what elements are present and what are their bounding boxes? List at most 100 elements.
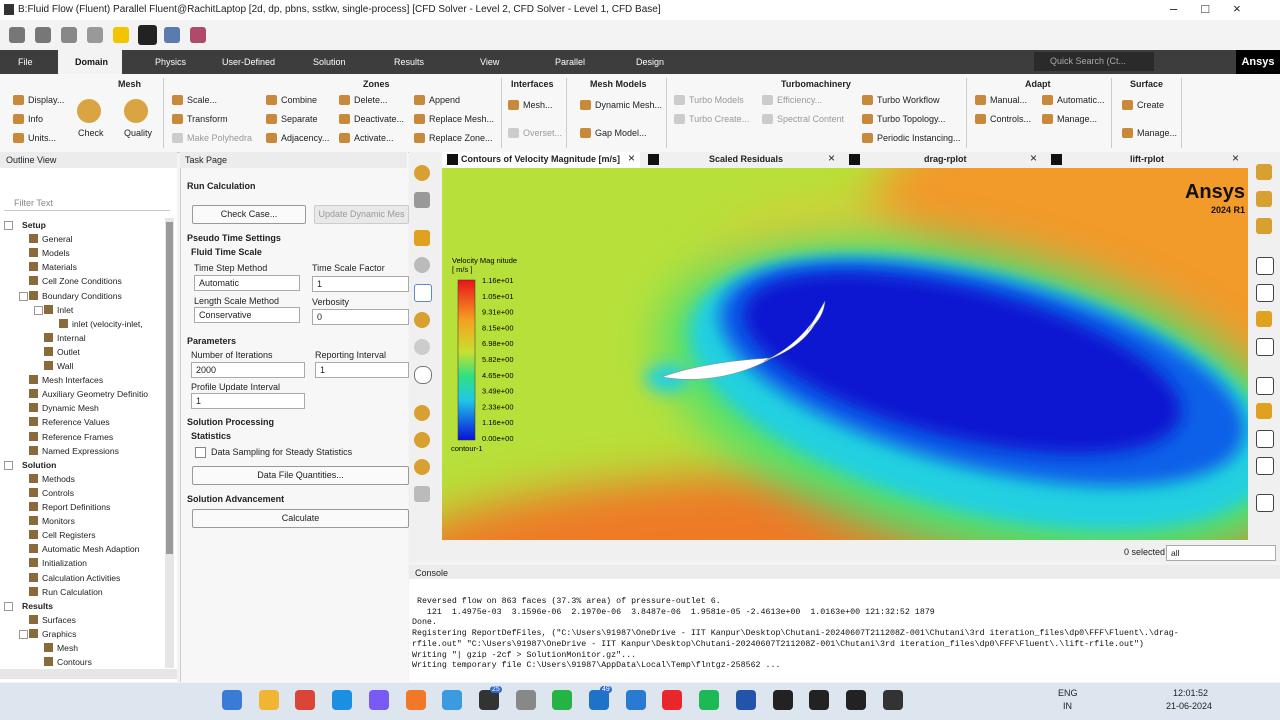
side-tool[interactable]	[1256, 284, 1274, 302]
ribbon-tab[interactable]: File	[18, 57, 33, 67]
ribbon-button[interactable]: Gap Model...	[580, 127, 647, 139]
taskbar-app[interactable]	[589, 690, 609, 710]
taskbar-app[interactable]	[478, 690, 499, 710]
ribbon-button[interactable]: Controls...	[975, 113, 1031, 125]
taskbar-app[interactable]	[772, 690, 793, 710]
region[interactable]: IN	[1063, 701, 1072, 711]
quick-search[interactable]: Quick Search (Ct...	[1034, 52, 1154, 71]
ribbon-tab[interactable]: Domain	[75, 57, 109, 67]
toolbar-icon[interactable]	[113, 27, 129, 43]
input[interactable]: 0	[312, 309, 409, 325]
ribbon-button[interactable]: Append	[414, 94, 460, 106]
side-tool[interactable]	[1256, 377, 1274, 395]
ribbon-tab[interactable]: Parallel	[555, 57, 586, 67]
ribbon-button[interactable]: Check	[78, 128, 104, 138]
taskbar-app[interactable]	[845, 690, 866, 710]
check-icon[interactable]	[77, 99, 101, 123]
outline-item[interactable]: Surfaces	[42, 614, 76, 625]
input[interactable]: 1	[312, 276, 409, 292]
toolbar-icon[interactable]	[9, 27, 25, 43]
outline-item[interactable]: Auxiliary Geometry Definitio	[42, 389, 149, 400]
clock-time[interactable]: 12:01:52	[1173, 688, 1209, 698]
spin-input[interactable]: 1	[191, 393, 305, 409]
ribbon-tab[interactable]: View	[480, 57, 500, 67]
taskbar-app[interactable]	[882, 690, 903, 710]
side-tool[interactable]	[1256, 494, 1274, 512]
spin-input[interactable]: 2000	[191, 362, 305, 378]
taskbar-app[interactable]	[699, 690, 720, 710]
ribbon-tab[interactable]: Physics	[155, 57, 187, 67]
outline-item[interactable]: Setup	[22, 220, 46, 230]
taskbar-app[interactable]	[809, 690, 830, 710]
outline-item[interactable]: Cell Zone Conditions	[42, 276, 122, 287]
checkbox-label[interactable]: Data Sampling for Steady Statistics	[211, 447, 353, 457]
taskbar-app[interactable]	[662, 690, 683, 710]
outline-item[interactable]: Boundary Conditions	[42, 290, 122, 301]
toolbar-icon[interactable]	[61, 27, 77, 43]
view-tool[interactable]	[414, 459, 430, 475]
outline-item[interactable]: Cell Registers	[42, 530, 96, 541]
graphics-tab[interactable]: Scaled Residuals	[709, 154, 784, 164]
ribbon-button[interactable]: Dynamic Mesh...	[580, 99, 662, 111]
side-tool[interactable]	[1256, 430, 1274, 448]
outline-item[interactable]: Monitors	[42, 516, 75, 527]
outline-item[interactable]: Reference Values	[42, 417, 110, 428]
view-tool[interactable]	[414, 312, 430, 328]
taskbar-app[interactable]	[332, 690, 353, 710]
toolbar-icon[interactable]	[87, 27, 103, 43]
outline-item[interactable]: Report Definitions	[42, 502, 111, 512]
outline-item[interactable]: inlet (velocity-inlet,	[72, 318, 143, 329]
graphics-tab[interactable]: Contours of Velocity Magnitude [m/s]	[461, 154, 621, 164]
taskbar-app[interactable]	[258, 690, 279, 710]
outline-item[interactable]: Controls	[42, 487, 74, 498]
ribbon-button[interactable]: Create	[1122, 99, 1164, 111]
side-tool[interactable]	[1256, 311, 1272, 327]
ribbon-button[interactable]: Manual...	[975, 94, 1027, 106]
view-tool[interactable]	[414, 486, 430, 502]
ribbon-button[interactable]: Display...	[13, 94, 64, 106]
outline-item[interactable]: Inlet	[57, 304, 74, 315]
filter-input[interactable]: Filter Text	[4, 195, 170, 211]
taskbar-app[interactable]	[552, 690, 573, 710]
scroll-thumb[interactable]	[166, 222, 173, 554]
side-tool[interactable]	[1256, 457, 1274, 475]
side-tool[interactable]	[1256, 403, 1272, 419]
taskbar-app[interactable]	[368, 690, 389, 710]
view-tool[interactable]	[414, 366, 432, 384]
outline-item[interactable]: Wall	[57, 361, 74, 371]
ribbon-tab[interactable]: Solution	[313, 57, 346, 67]
view-tool[interactable]	[414, 192, 430, 208]
selection-filter[interactable]: all	[1166, 545, 1276, 561]
outline-item[interactable]: Outlet	[57, 346, 80, 357]
clock-date[interactable]: 21-06-2024	[1166, 701, 1213, 711]
outline-item[interactable]: Graphics	[42, 628, 77, 639]
outline-item[interactable]: Mesh Interfaces	[42, 375, 104, 386]
ribbon-button[interactable]: Units...	[13, 132, 56, 144]
ribbon-button[interactable]: Separate	[266, 113, 318, 125]
ribbon-button[interactable]: Replace Zone...	[414, 132, 493, 144]
ribbon-button[interactable]: Turbo Workflow	[862, 94, 940, 106]
side-tool[interactable]	[1256, 338, 1274, 356]
outline-item[interactable]: Mesh	[57, 643, 79, 653]
outline-item[interactable]: Calculation Activities	[42, 572, 121, 583]
tab-close[interactable]: ×	[628, 151, 636, 165]
outline-item[interactable]: Internal	[57, 332, 86, 343]
toolbar-icon[interactable]	[138, 25, 157, 45]
ribbon-button[interactable]: Mesh...	[508, 99, 553, 111]
ribbon-button[interactable]: Turbo Topology...	[862, 113, 945, 125]
view-tool[interactable]	[414, 432, 430, 448]
side-tool[interactable]	[1256, 164, 1272, 180]
view-tool[interactable]	[414, 405, 430, 421]
tab-close[interactable]: ×	[1030, 151, 1038, 165]
ribbon-button[interactable]: Activate...	[339, 132, 394, 144]
ribbon-button[interactable]: Manage...	[1042, 113, 1097, 125]
ribbon-tab[interactable]: User-Defined	[222, 57, 276, 67]
taskbar-app[interactable]	[442, 690, 463, 710]
view-tool[interactable]	[414, 230, 430, 246]
toolbar-icon[interactable]	[190, 27, 206, 43]
outline-item[interactable]: Automatic Mesh Adaption	[42, 544, 140, 555]
spin-input[interactable]: 1	[315, 362, 409, 378]
ribbon-button[interactable]: Deactivate...	[339, 113, 404, 125]
toolbar-icon[interactable]	[35, 27, 51, 43]
ribbon-button[interactable]: Replace Mesh...	[414, 113, 494, 125]
